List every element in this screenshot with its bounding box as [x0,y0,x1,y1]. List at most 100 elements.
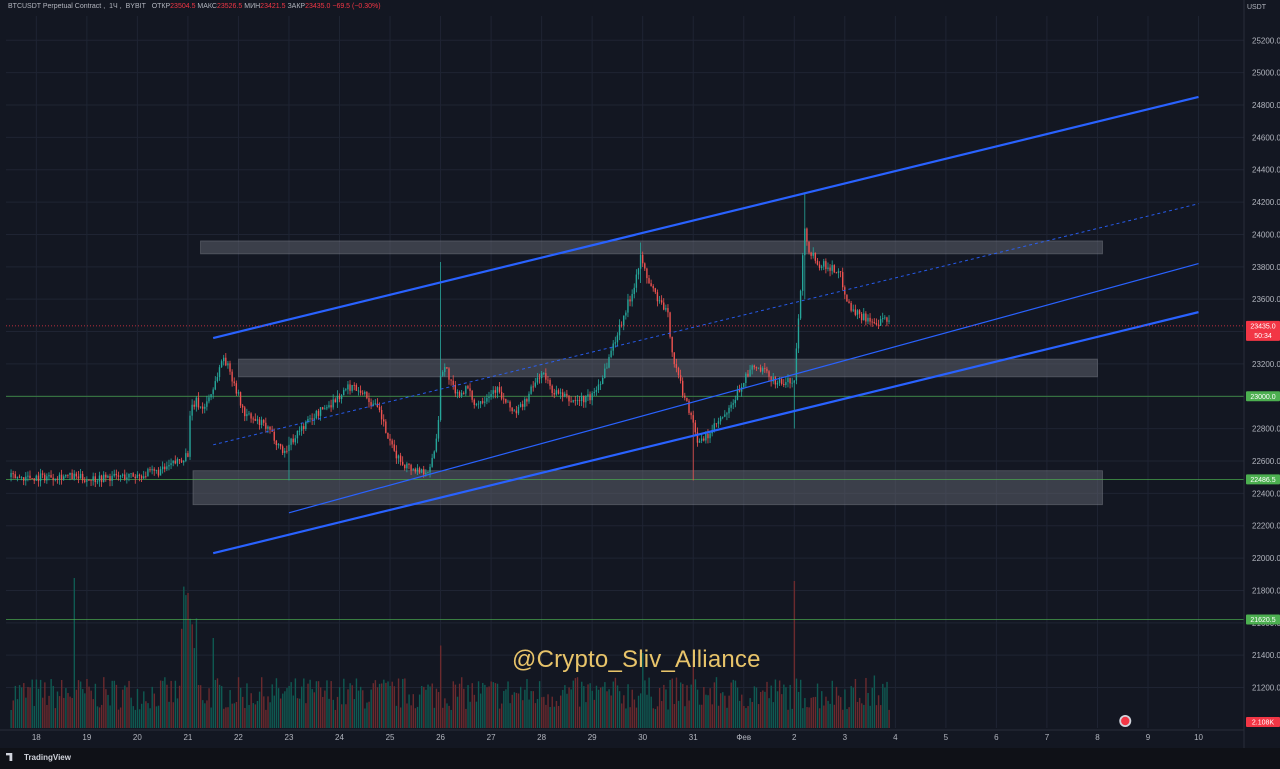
candle-body [294,438,296,443]
candle-body [644,263,646,269]
volume-bar [397,678,400,728]
time-tick-label: 20 [133,733,142,742]
candle-body [759,367,762,372]
candle-body [858,310,861,314]
candle-body [536,377,539,383]
price-tick-label: 23200.0 [1252,360,1280,369]
candle-body [604,368,606,378]
volume-bar [210,707,212,728]
price-tick-label: 24200.0 [1252,198,1280,207]
candle-body [677,368,680,376]
volume-bar [223,708,225,728]
candle-body [530,386,532,394]
volume-bar [726,707,728,728]
candle-body [328,405,330,408]
volume-bar [220,686,223,728]
volume-bar [835,686,838,728]
symbol-legend[interactable]: BTCUSDT Perpetual Contract, 1Ч, BYBIT ОТ… [8,3,381,10]
candle-body [235,383,238,394]
candle-body [496,387,499,393]
candle-body [317,410,320,416]
candle-body [263,420,265,423]
volume-bar [353,699,356,728]
symbol-name[interactable]: BTCUSDT Perpetual Contract [8,3,102,10]
volume-bar [496,683,499,728]
volume-bar [37,688,40,728]
channel-lines[interactable] [212,95,1199,555]
candle-body [343,389,345,396]
time-axis[interactable]: 18 19 20 21 22 23 24 25 26 27 28 29 30 31 Фев 2 3 4 5 6 7 8 9 1… [0,729,1244,742]
channel-median-line[interactable] [213,203,1199,446]
candle-body [713,423,715,431]
channel-inner-line[interactable] [288,263,1199,514]
candle-body [248,413,250,415]
volume-bar [551,696,553,728]
candle-body [839,271,842,273]
candle-body [130,473,132,475]
candle-body [446,367,448,369]
open-label: ОТКР [151,3,171,10]
candle-body [511,407,513,412]
candle-body [113,473,115,476]
volume-bar [513,692,516,728]
volume-bar [839,697,842,728]
candle-body [149,469,151,471]
volume-tag-label: 2.108K [1252,720,1275,727]
candles [10,192,890,488]
candle-body [513,410,515,412]
price-axis[interactable]: 21200.021400.021600.021800.022000.022200… [1243,0,1280,748]
candle-body [50,475,52,478]
candle-body [715,423,718,425]
candle-body [340,395,343,400]
volume-bar [665,689,667,728]
candle-body [595,390,598,392]
candle-body [92,476,94,481]
volume-bar [330,681,332,728]
volume-bar [846,708,848,728]
horizontal-levels[interactable] [6,395,1244,620]
volume-bar [39,679,42,728]
channel-upper-line[interactable] [212,95,1199,340]
volume-bar [385,682,387,728]
currency-label[interactable]: USDT [1246,4,1266,11]
volume-bar [341,704,343,728]
candle-body [770,376,772,382]
tradingview-brand[interactable]: TradingView [6,753,71,762]
candle-body [16,476,19,479]
candle-body [41,473,44,475]
candle-body [151,469,153,471]
volume-bar [63,697,65,728]
candle-body [772,377,774,382]
candle-body [102,474,105,482]
candle-body [572,400,574,402]
price-axis-bg [1244,0,1280,748]
volume-bar [265,709,267,728]
volume-bar [414,708,417,728]
candle-body [679,375,682,381]
volume-bar [376,687,379,728]
candle-body [124,474,126,480]
volume-bar [823,705,825,728]
candle-body [549,380,551,386]
candle-body [795,348,798,381]
candle-body [324,408,326,410]
volume-bar [248,704,250,728]
channel-lower-line[interactable] [212,311,1199,555]
candle-body [233,381,235,384]
volume-bar [90,690,92,728]
chart-misc [1119,715,1132,727]
volume-bar [16,699,19,728]
candle-body [879,319,882,326]
volume-bar [159,680,162,728]
time-tick-label: 9 [1146,733,1151,742]
candle-body [789,378,791,384]
volume-bar [189,618,191,728]
volume-bar [677,700,680,728]
candle-body [494,390,497,393]
timeframe[interactable]: 1Ч [109,3,118,10]
candle-body [441,371,444,376]
candle-body [14,474,16,479]
tradingview-logo-icon [6,753,13,761]
volume-bar [145,701,147,728]
